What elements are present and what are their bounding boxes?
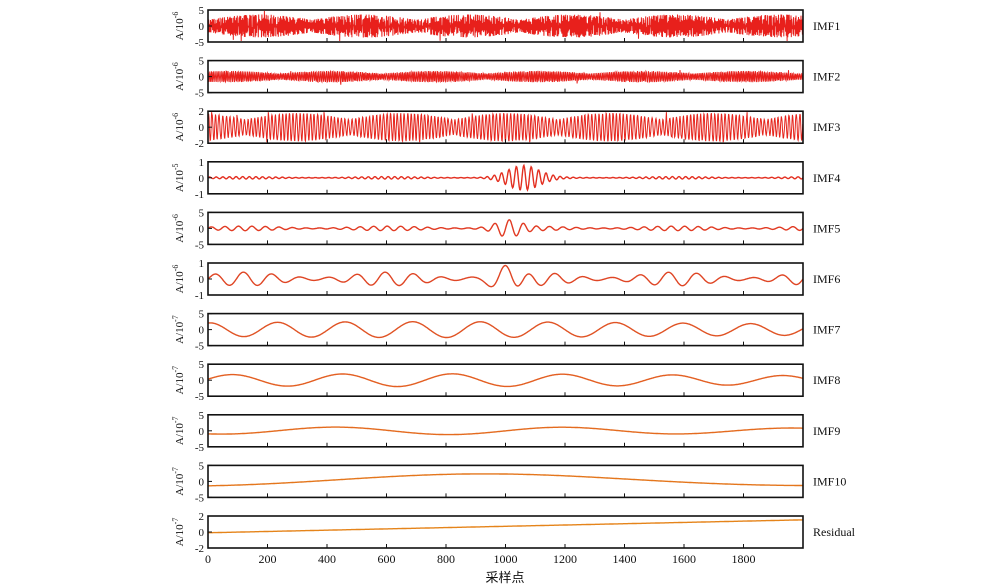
y-tick-label: 2 xyxy=(199,106,205,118)
panel-imf1: 5 0 -5 A/10-6 IMF1 xyxy=(171,5,840,49)
y-tick-label: 0 xyxy=(199,173,205,185)
panel-label-imf2: IMF2 xyxy=(813,70,840,84)
y-axis-label: A/10-7 xyxy=(171,366,186,395)
x-tick-label: 1800 xyxy=(732,552,756,566)
x-tick-label: 800 xyxy=(437,552,455,566)
y-tick-label: 5 xyxy=(199,460,205,472)
panel-imf3: 2 0 -2 A/10-6 IMF3 xyxy=(171,106,840,150)
panel-label-imf7: IMF7 xyxy=(813,323,840,337)
y-tick-label: 0 xyxy=(199,325,205,337)
y-tick-label: 0 xyxy=(199,527,205,539)
x-tick-label: 1600 xyxy=(672,552,696,566)
y-tick-label: -2 xyxy=(195,138,204,150)
x-tick-label: 200 xyxy=(259,552,277,566)
y-tick-label: 1 xyxy=(199,258,205,270)
series-line-imf5 xyxy=(207,219,804,237)
y-tick-label: 0 xyxy=(199,476,205,488)
series-line-imf7 xyxy=(207,321,804,339)
y-tick-label: -2 xyxy=(195,543,204,555)
panel-imf2: 5 0 -5 A/10-6 IMF2 xyxy=(171,56,840,100)
y-tick-label: 2 xyxy=(199,511,205,523)
panel-label-imf3: IMF3 xyxy=(813,120,840,134)
x-axis-ticks: 0 200 400 600 800 1000 1200 1400 1600 1800 xyxy=(205,552,756,566)
y-tick-label: 5 xyxy=(199,309,205,321)
x-tick-label: 600 xyxy=(378,552,396,566)
panel-imf5: 5 0 -5 A/10-6 IMF5 xyxy=(171,207,840,251)
y-axis-label: A/10-6 xyxy=(171,12,186,41)
y-tick-label: -5 xyxy=(195,37,205,49)
x-axis-label: 采样点 xyxy=(485,571,524,586)
y-axis-label: A/10-7 xyxy=(171,416,186,445)
axes-frame xyxy=(207,363,804,398)
panel-imf9: 5 0 -5 A/10-7 IMF9 xyxy=(171,410,840,454)
series-line-imf4 xyxy=(207,163,804,192)
x-tick-label: 1400 xyxy=(613,552,637,566)
series-line-imf9 xyxy=(208,426,803,436)
y-axis-label: A/10-6 xyxy=(171,113,186,142)
y-tick-label: 0 xyxy=(199,375,205,387)
series-line-imf6 xyxy=(207,264,804,288)
panel-label-imf1: IMF1 xyxy=(813,19,840,33)
x-tick-label: 400 xyxy=(318,552,336,566)
y-tick-label: 0 xyxy=(199,223,205,235)
x-tick-label: 1000 xyxy=(494,552,518,566)
y-axis-label: A/10-6 xyxy=(171,214,186,243)
x-tick-label: 0 xyxy=(205,552,211,566)
series-line-imf10 xyxy=(208,473,803,487)
y-tick-label: 0 xyxy=(199,274,205,286)
y-tick-label: 0 xyxy=(199,426,205,438)
panel-imf8: 5 0 -5 A/10-7 IMF8 xyxy=(171,359,840,403)
y-tick-label: 5 xyxy=(199,410,205,422)
y-axis-label: A/10-7 xyxy=(171,518,186,547)
series-line-imf8 xyxy=(207,373,804,388)
series-line-imf2 xyxy=(207,69,804,85)
y-axis-label: A/10-6 xyxy=(171,62,186,91)
x-tick-label: 1200 xyxy=(553,552,577,566)
panel-label-imf10: IMF10 xyxy=(813,474,846,488)
series-line-residual xyxy=(207,519,804,534)
panel-label-residual: Residual xyxy=(813,525,856,539)
y-tick-label: -5 xyxy=(195,391,205,403)
panel-residual: 2 0 -2 A/10-7 Residual xyxy=(171,511,856,555)
y-tick-label: 1 xyxy=(199,157,205,169)
panel-label-imf5: IMF5 xyxy=(813,221,840,235)
panel-imf10: 5 0 -5 A/10-7 IMF10 xyxy=(171,460,846,504)
y-tick-label: -5 xyxy=(195,341,205,353)
panel-label-imf8: IMF8 xyxy=(813,373,840,387)
y-tick-label: 5 xyxy=(199,207,205,219)
y-tick-label: -5 xyxy=(195,492,205,504)
panel-imf4: 1 0 -1 A/10-5 IMF4 xyxy=(171,157,840,201)
panel-imf7: 5 0 -5 A/10-7 IMF7 xyxy=(171,309,840,353)
y-axis-label: A/10-7 xyxy=(171,467,186,496)
y-tick-label: 0 xyxy=(199,72,205,84)
panel-imf6: 1 0 -1 A/10-6 IMF6 xyxy=(171,258,840,302)
y-tick-label: 5 xyxy=(199,359,205,371)
axes-frame xyxy=(207,464,804,499)
y-tick-label: 0 xyxy=(199,21,205,33)
y-tick-label: 5 xyxy=(199,5,205,17)
axes-frame xyxy=(207,312,804,347)
y-tick-label: -1 xyxy=(195,290,204,302)
y-tick-label: -5 xyxy=(195,88,205,100)
panel-label-imf4: IMF4 xyxy=(813,171,840,185)
y-tick-label: 0 xyxy=(199,122,205,134)
panels-group: 5 0 -5 A/10-6 IMF1 5 0 -5 A/10-6 IMF2 2 0 -2 A/10-6 IM… xyxy=(171,5,856,555)
axes-frame xyxy=(207,262,804,296)
y-tick-label: 5 xyxy=(199,56,205,68)
axes-frame xyxy=(207,515,804,549)
panel-label-imf6: IMF6 xyxy=(813,272,840,286)
y-tick-label: -5 xyxy=(195,239,205,251)
y-tick-label: -1 xyxy=(195,189,204,201)
y-axis-label: A/10-5 xyxy=(171,163,186,192)
series-line-imf1 xyxy=(207,10,804,42)
series-line-imf3 xyxy=(207,111,804,144)
y-axis-label: A/10-7 xyxy=(171,315,186,344)
y-tick-label: -5 xyxy=(195,442,205,454)
panel-label-imf9: IMF9 xyxy=(813,424,840,438)
y-axis-label: A/10-6 xyxy=(171,265,186,294)
